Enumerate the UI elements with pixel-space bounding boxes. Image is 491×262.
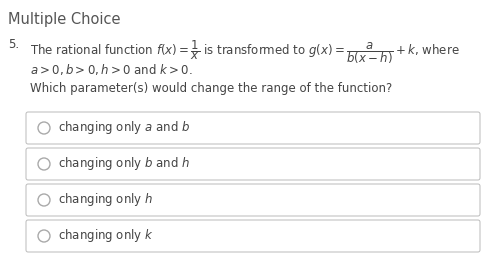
Text: $a>0, b>0, h>0$ and $k>0$.: $a>0, b>0, h>0$ and $k>0$. — [30, 62, 192, 77]
FancyBboxPatch shape — [26, 112, 480, 144]
Text: changing only $k$: changing only $k$ — [58, 227, 154, 244]
FancyBboxPatch shape — [26, 220, 480, 252]
Text: changing only $a$ and $b$: changing only $a$ and $b$ — [58, 119, 190, 137]
Text: 5.: 5. — [8, 38, 19, 51]
Text: changing only $b$ and $h$: changing only $b$ and $h$ — [58, 156, 190, 172]
Text: changing only $h$: changing only $h$ — [58, 192, 153, 209]
FancyBboxPatch shape — [26, 184, 480, 216]
Text: Which parameter(s) would change the range of the function?: Which parameter(s) would change the rang… — [30, 82, 392, 95]
Text: Multiple Choice: Multiple Choice — [8, 12, 120, 27]
Text: The rational function $f(x)=\dfrac{1}{x}$ is transformed to $g(x)=\dfrac{a}{b(x-: The rational function $f(x)=\dfrac{1}{x}… — [30, 38, 460, 66]
FancyBboxPatch shape — [26, 148, 480, 180]
